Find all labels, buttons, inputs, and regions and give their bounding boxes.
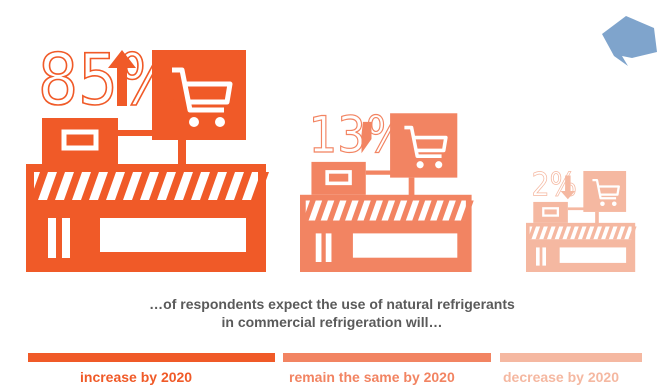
awning-stripe [551,226,560,240]
awning-stripe [339,200,353,221]
arrow-flat-icon [361,121,372,154]
percentage-label: 85% [38,39,178,121]
awning-stripe [327,200,341,221]
awning-stripe [200,172,218,200]
speech-bubble-icon [602,16,657,66]
caption-line-1: …of respondents expect the use of natura… [149,296,515,312]
store-window [352,233,458,258]
cart-sign [583,170,627,212]
awning-stripe [149,172,167,200]
awning-stripe [351,200,365,221]
sign-pole [408,177,415,197]
category-bar-same [283,353,491,362]
awning-stripe [566,226,575,240]
awning-stripe [605,226,614,240]
awning-stripe [375,200,389,221]
rooftop-box-slot [61,129,99,151]
awning-stripe [315,200,328,221]
awning-stripe [234,172,252,200]
store-window [100,218,246,252]
rooftop-box-slot [542,207,559,217]
store-mark-decrease: 2% [526,165,637,272]
cart-icon [172,67,233,113]
door-left [315,233,322,262]
arrow-up-icon [108,50,136,106]
awning-stripe [64,172,82,200]
door-right [325,233,332,262]
awning-stripe [558,226,567,240]
awning-stripe [412,200,426,221]
caption-line-2: in commercial refrigeration will… [221,314,443,330]
sign-connector [365,170,395,175]
awning-stripe [251,172,269,200]
category-label-increase: increase by 2020 [80,369,193,385]
awning-stripe [166,172,184,200]
cart-wheel-icon [189,117,199,127]
awning-stripe [436,200,450,221]
awning-stripe [387,200,401,221]
cart-icon [404,125,448,158]
cart-wheel-icon [215,117,225,127]
awning-stripe [543,226,552,240]
awning-stripe [363,200,377,221]
percentage-label: 13% [309,106,409,164]
awning-stripe [581,226,591,240]
rooftop-box [311,161,366,195]
category-label-decrease: decrease by 2020 [503,369,619,385]
rooftop-box [533,201,568,223]
category-bar-decrease [500,353,642,362]
awning-stripe [98,172,116,200]
awning-stripe [132,172,150,200]
sign-connector [567,207,587,211]
awning-stripe [424,200,438,221]
awning-stripe [460,200,474,221]
store-window [559,247,627,263]
awning-stripe [47,172,65,200]
door-right [542,247,547,266]
door-left [48,218,56,258]
awning-stripe [597,226,606,240]
awning-stripe [620,226,629,240]
awning-stripe [574,226,583,240]
sign-connector [118,130,158,136]
sign-pole [595,211,599,224]
cart-wheel-icon [611,201,617,207]
awning-stripe [448,200,462,221]
store-mark-same: 13% [300,105,474,272]
category-label-same: remain the same by 2020 [289,369,455,385]
awning-stripe [612,226,622,240]
arrow-down-icon [560,175,576,200]
store-mark-increase: 85% [26,38,269,272]
awning-stripe [217,172,235,200]
awning-stripe [527,226,537,240]
cart-icon [592,178,620,200]
rooftop-box-slot [325,170,352,186]
cart-wheel-icon [435,161,443,169]
awning-stripe [81,172,99,200]
awning-stripe [400,200,413,221]
category-bar-increase [28,353,275,362]
door-right [62,218,70,258]
sign-pole [178,140,186,166]
awning-stripe [535,226,544,240]
rooftop-box [42,118,118,164]
awning-stripe [589,226,598,240]
cart-wheel-icon [416,161,424,169]
awning-stripe [30,172,48,200]
awning-stripe [115,172,133,200]
awning-stripe [628,226,637,240]
awning-stripe [302,200,316,221]
door-left [536,247,540,266]
awning-stripe [183,172,201,200]
cart-wheel-icon [600,201,605,207]
